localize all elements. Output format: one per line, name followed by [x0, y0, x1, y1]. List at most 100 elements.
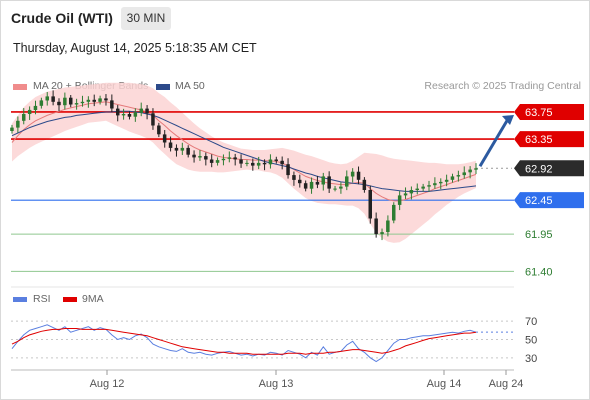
candle [209, 154, 214, 168]
rsi-tick-50: 50 [525, 335, 537, 347]
candle [239, 154, 243, 168]
candle-body [286, 164, 290, 176]
candle-body [57, 101, 61, 106]
level-label-63.35: 63.35 [525, 134, 553, 146]
candle-body [215, 160, 220, 163]
candle [198, 150, 202, 161]
candle-body [256, 162, 261, 166]
candle [139, 102, 143, 117]
candle-body [450, 176, 455, 180]
candle [39, 97, 44, 109]
candle [80, 95, 85, 107]
candle [403, 187, 408, 199]
candle-body [268, 159, 273, 165]
candle-body [403, 193, 408, 196]
level-tag-62.92 [514, 160, 584, 177]
candle-body [51, 96, 55, 102]
candle-body [121, 114, 126, 116]
candle [262, 159, 267, 171]
candle [92, 94, 96, 107]
candle [386, 215, 390, 237]
candle-body [468, 169, 472, 173]
candle [362, 177, 367, 193]
level-label-61.40: 61.40 [525, 266, 553, 278]
candle-body [280, 160, 284, 165]
legend-bollinger-swatch [13, 84, 27, 90]
rsi-line [11, 324, 477, 363]
candle-body [69, 97, 73, 105]
candle-body [239, 159, 243, 164]
candle-body [227, 157, 232, 159]
candle-body [45, 96, 49, 101]
candle [392, 202, 396, 224]
candle [427, 180, 431, 192]
candle-body [333, 188, 337, 190]
candle-body [104, 98, 108, 101]
candle-body [204, 156, 208, 160]
candle-body [439, 181, 443, 184]
candle-body [245, 162, 249, 164]
candle-body [303, 183, 308, 189]
candle [204, 152, 208, 166]
candle-body [474, 168, 478, 170]
level-tag-63.35 [514, 131, 584, 148]
candle-body [380, 232, 384, 235]
candle [468, 166, 472, 179]
candle [462, 166, 466, 179]
candle [345, 170, 349, 191]
candle-body [192, 154, 196, 158]
candle [456, 170, 461, 182]
candle [69, 95, 73, 108]
candle [350, 168, 355, 183]
candle [397, 191, 402, 211]
candle [221, 154, 226, 166]
candle-body [421, 186, 425, 189]
candle [292, 171, 296, 186]
candle [174, 144, 179, 157]
candle-body [462, 172, 466, 176]
timeframe-button[interactable]: 30 MIN [121, 7, 171, 30]
candle [168, 136, 173, 152]
candle [374, 212, 378, 238]
x-tick-label: Aug 24 [489, 378, 524, 390]
candle-body [427, 185, 431, 187]
legend-rsi-swatch [13, 297, 27, 302]
candle-body [386, 220, 390, 232]
candle-body [22, 114, 26, 121]
candle [151, 108, 155, 130]
candle-body [321, 176, 325, 185]
candle [16, 116, 20, 133]
candle-body [350, 171, 355, 177]
candle [439, 178, 443, 190]
candle [27, 106, 32, 120]
candle [286, 158, 290, 179]
candle [268, 154, 273, 169]
source-credit: Research © 2025 Trading Central [424, 80, 581, 92]
candle-body [292, 175, 296, 180]
candle-body [133, 112, 138, 117]
candle [368, 185, 372, 224]
candle [192, 150, 196, 163]
candle [121, 108, 126, 120]
timestamp: Thursday, August 14, 2025 5:18:35 AM CET [13, 41, 257, 55]
candle [256, 156, 261, 170]
candle-body [392, 204, 396, 221]
candle-body [174, 147, 179, 151]
candle-body [274, 159, 278, 161]
level-label-63.75: 63.75 [525, 107, 553, 119]
candle-body [162, 134, 167, 143]
x-tick-label: Aug 12 [90, 378, 125, 390]
candle-body [368, 190, 372, 219]
candle [116, 105, 120, 122]
projection-arrow [478, 118, 510, 168]
candle [157, 122, 161, 138]
candle [186, 145, 190, 158]
candle-body [39, 100, 44, 106]
rsi-tick-70: 70 [525, 316, 537, 328]
level-label-62.45: 62.45 [525, 195, 553, 207]
legend-rsi-ma-swatch [63, 297, 77, 302]
candle [415, 183, 419, 195]
candle-body [33, 105, 38, 110]
candle [315, 175, 320, 189]
